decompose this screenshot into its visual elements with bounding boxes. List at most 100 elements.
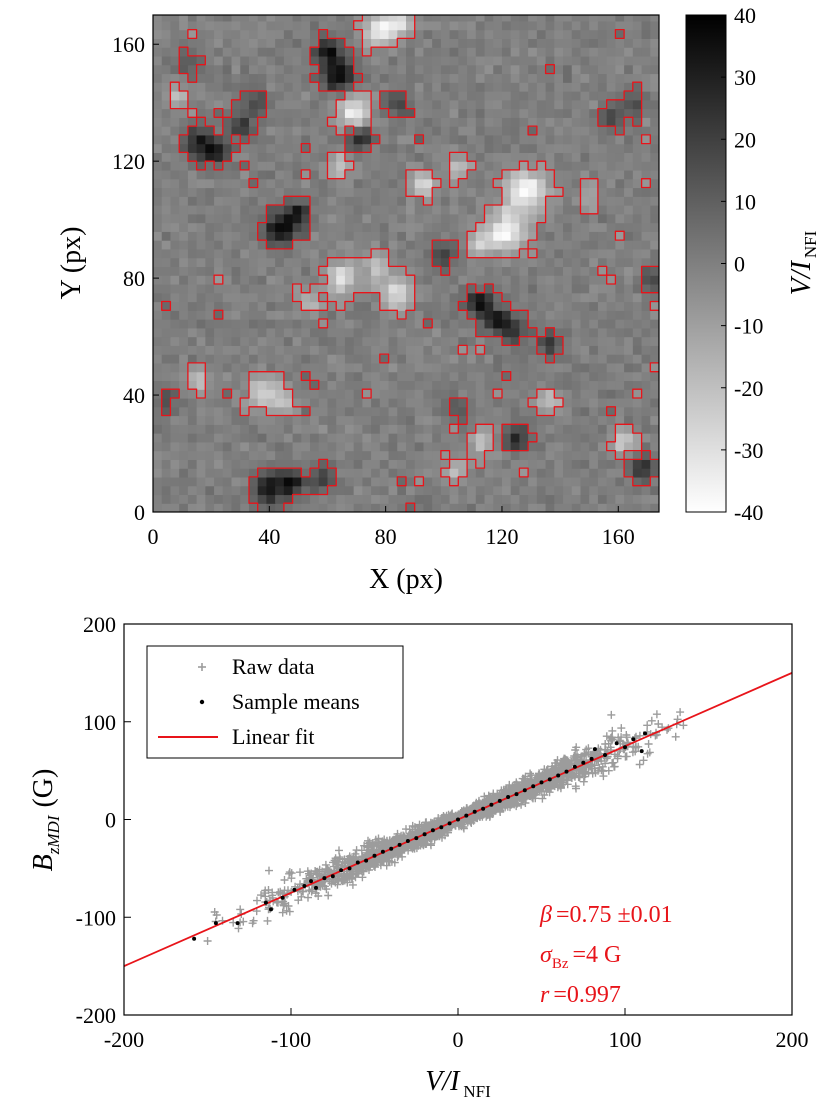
heatmap-cell — [493, 15, 503, 22]
heatmap-cell — [362, 248, 372, 259]
heatmap-cell — [336, 222, 346, 232]
heatmap-cell — [353, 38, 363, 48]
heatmap-cell — [187, 406, 198, 417]
heatmap-cell — [214, 310, 224, 320]
heatmap-cell — [432, 327, 442, 338]
heatmap-cell — [615, 108, 625, 118]
heatmap-cell — [624, 240, 634, 250]
heatmap-cell — [624, 380, 634, 390]
heatmap-cell — [650, 38, 659, 48]
heatmap-cell — [310, 336, 320, 346]
heatmap-cell — [275, 91, 285, 101]
heatmap-cell — [545, 485, 555, 496]
heatmap-cell — [458, 406, 468, 417]
heatmap-cell — [292, 248, 302, 259]
heatmap-cell — [179, 389, 189, 399]
heatmap-cell — [318, 187, 329, 197]
heatmap-cell — [292, 91, 302, 101]
heatmap-cell — [310, 362, 320, 373]
heatmap-cell — [519, 117, 529, 127]
heatmap-cell — [161, 275, 172, 285]
heatmap-cell — [554, 362, 564, 373]
heatmap-cell — [336, 327, 346, 338]
heatmap-cell — [222, 64, 233, 75]
heatmap-cell — [344, 459, 355, 469]
heatmap-cell — [161, 240, 172, 250]
heatmap-cell — [214, 143, 224, 154]
heatmap-cell — [362, 82, 372, 92]
heatmap-cell — [501, 345, 512, 355]
heatmap-cell — [153, 450, 163, 460]
heatmap-cell — [650, 441, 659, 452]
heatmap-cell — [187, 29, 198, 39]
heatmap-cell — [248, 468, 259, 478]
heatmap-cell — [153, 196, 163, 206]
heatmap-cell — [231, 345, 241, 355]
heatmap-cell — [571, 397, 582, 408]
heatmap-cell — [414, 240, 425, 250]
heatmap-cell — [501, 38, 512, 48]
heatmap-cell — [222, 91, 233, 101]
heatmap-cell — [571, 327, 582, 338]
heatmap-cell — [519, 205, 529, 215]
heatmap-cell — [388, 126, 398, 136]
heatmap-cell — [432, 336, 442, 346]
heatmap-cell — [423, 108, 433, 118]
heatmap-cell — [231, 257, 241, 268]
heatmap-cell — [519, 134, 529, 145]
heatmap-cell — [205, 336, 215, 346]
heatmap-cell — [536, 275, 547, 285]
heatmap-cell — [449, 20, 459, 31]
heatmap-cell — [597, 292, 608, 303]
heatmap-cell — [501, 134, 512, 145]
heatmap-cell — [344, 397, 355, 408]
heatmap-cell — [214, 292, 224, 303]
heatmap-cell — [406, 187, 416, 197]
heatmap-cell — [161, 178, 172, 189]
heatmap-cell — [501, 169, 512, 180]
heatmap-cell — [310, 108, 320, 118]
heatmap-cell — [336, 485, 346, 496]
heatmap-cell — [336, 494, 346, 504]
heatmap-cell — [344, 283, 355, 294]
heatmap-cell — [292, 240, 302, 250]
heatmap-cell — [624, 319, 634, 329]
heatmap-cell — [493, 55, 503, 66]
heatmap-cell — [353, 327, 363, 338]
heatmap-cell — [632, 248, 643, 259]
heatmap-cell — [458, 47, 468, 57]
heatmap-cell — [292, 389, 302, 399]
heatmap-cell — [310, 15, 320, 22]
heatmap-cell — [301, 397, 311, 408]
heatmap-cell — [484, 319, 494, 329]
heatmap-cell — [606, 248, 616, 259]
heatmap-cell — [231, 213, 241, 224]
heatmap-cell — [310, 20, 320, 31]
heatmap-cell — [440, 64, 451, 75]
heatmap-cell — [397, 117, 407, 127]
heatmap-cell — [536, 187, 547, 197]
heatmap-cell — [606, 222, 616, 232]
heatmap-cell — [597, 117, 608, 127]
heatmap-cell — [423, 476, 433, 487]
heatmap-cell — [510, 485, 521, 496]
heatmap-cell — [231, 15, 241, 22]
heatmap-cell — [179, 91, 189, 101]
heatmap-cell — [554, 169, 564, 180]
heatmap-cell — [406, 459, 416, 469]
heatmap-cell — [161, 468, 172, 478]
heatmap-cell — [406, 134, 416, 145]
heatmap-cell — [571, 389, 582, 399]
heatmap-cell — [371, 441, 381, 452]
heatmap-cell — [222, 354, 233, 364]
heatmap-cell — [606, 380, 616, 390]
heatmap-cell — [283, 275, 294, 285]
heatmap-cell — [432, 222, 442, 232]
contour-lines — [161, 15, 659, 512]
heatmap-cell — [344, 362, 355, 373]
heatmap-cell — [292, 64, 302, 75]
heatmap-cell — [571, 134, 582, 145]
heatmap-cell — [493, 222, 503, 232]
heatmap-cell — [388, 301, 398, 311]
heatmap-cell — [379, 196, 390, 206]
